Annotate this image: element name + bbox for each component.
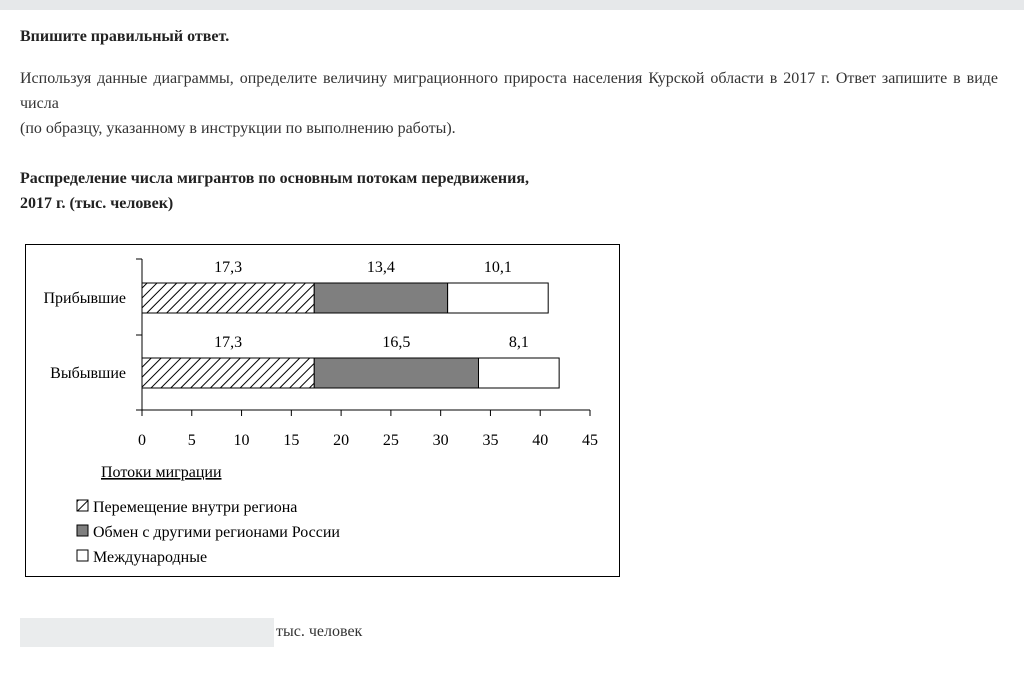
chart-title: Распределение числа мигрантов по основны… xyxy=(20,166,529,216)
bar-segment-1-2 xyxy=(313,282,449,314)
legend-label: Международные xyxy=(93,549,207,566)
question-line-2: (по образцу, указанному в инструкции по … xyxy=(20,120,456,137)
data-label: 16,5 xyxy=(382,334,410,351)
chart-container: 17,3 13,4 10,1 Прибывшие 17,3 16,5 8,1 Выбывшие… xyxy=(25,244,620,577)
bar-segment-1-1 xyxy=(141,282,315,314)
data-label: 17,3 xyxy=(214,334,242,351)
legend-swatch xyxy=(76,499,89,512)
bar-segment-1-3 xyxy=(447,282,549,314)
legend-label: Обмен с другими регионами России xyxy=(93,524,340,541)
chart-title-line-2: 2017 г. (тыс. человек) xyxy=(20,195,174,212)
legend-swatch xyxy=(76,549,89,562)
answer-input[interactable] xyxy=(20,618,274,647)
data-label: 8,1 xyxy=(509,334,529,351)
stacked-bar-chart: 17,3 13,4 10,1 Прибывшие 17,3 16,5 8,1 Выбывшие… xyxy=(43,258,598,566)
chart-title-line-1: Распределение числа мигрантов по основны… xyxy=(20,170,529,187)
legend-label: Перемещение внутри региона xyxy=(93,499,297,516)
data-label: 17,3 xyxy=(214,259,242,276)
x-tick-label: 40 xyxy=(532,432,548,449)
x-tick-label: 35 xyxy=(482,432,498,449)
task-instruction: Впишите правильный ответ. xyxy=(20,28,230,45)
category-label: Прибывшие xyxy=(43,290,126,307)
data-label: 10,1 xyxy=(484,259,512,276)
bar-segment-2-2 xyxy=(313,357,479,389)
x-tick-label: 20 xyxy=(333,432,349,449)
x-tick-label: 5 xyxy=(188,432,196,449)
bar-segment-2-1 xyxy=(141,357,315,389)
question-line-1: Используя данные диаграммы, определите в… xyxy=(20,70,998,112)
x-axis-label: Потоки миграции xyxy=(101,464,222,481)
x-tick-label: 25 xyxy=(383,432,399,449)
x-tick-label: 15 xyxy=(283,432,299,449)
x-tick-label: 45 xyxy=(582,432,598,449)
legend-swatch xyxy=(76,524,89,537)
top-bar xyxy=(0,0,1024,10)
data-label: 13,4 xyxy=(367,259,395,276)
x-tick-label: 0 xyxy=(138,432,146,449)
category-label: Выбывшие xyxy=(50,365,126,382)
question-text: Используя данные диаграммы, определите в… xyxy=(20,66,998,141)
x-tick-label: 30 xyxy=(433,432,449,449)
x-tick-label: 10 xyxy=(234,432,250,449)
answer-unit: тыс. человек xyxy=(276,623,363,640)
bar-segment-2-3 xyxy=(477,357,560,389)
